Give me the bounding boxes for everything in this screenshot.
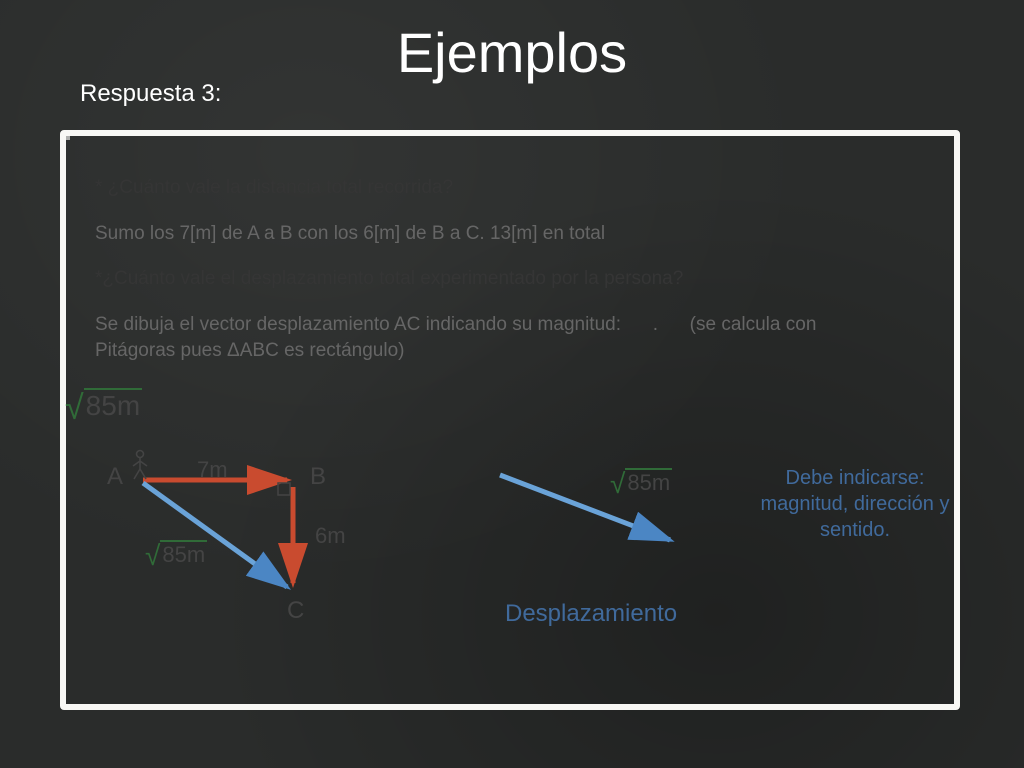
question-2: *¿Cuánto vale el desplazamiento total ex… bbox=[95, 266, 935, 292]
point-a-label: A bbox=[107, 463, 123, 491]
note-line-1: Debe indicarse: bbox=[786, 467, 925, 489]
note-box: Debe indicarse: magnitud, dirección y se… bbox=[755, 465, 955, 543]
answer-1: Sumo los 7[m] de A a B con los 6[m] de B… bbox=[95, 221, 935, 247]
displacement-label: Desplazamiento bbox=[505, 600, 677, 628]
right-angle-icon bbox=[278, 483, 290, 495]
body-content: * ¿Cuánto vale la distancia total recorr… bbox=[95, 175, 935, 383]
radical-value: 85m bbox=[160, 540, 207, 567]
length-bc: 6m bbox=[315, 523, 346, 549]
note-line-2: magnitud, dirección y bbox=[761, 493, 950, 515]
note-line-3: sentido. bbox=[820, 519, 890, 541]
sqrt-85-hyp: √85m bbox=[145, 537, 207, 569]
radical-icon: √ bbox=[65, 389, 84, 427]
person-icon bbox=[129, 449, 151, 483]
arrow-ac-displacement bbox=[143, 483, 287, 587]
answer-2-part-c: Pitágoras pues ΔABC es rectángulo) bbox=[95, 340, 404, 361]
sqrt-85-standalone: √85m bbox=[610, 465, 672, 497]
triangle-diagram: A B C 7m 6m √85m bbox=[115, 455, 375, 655]
length-ab: 7m bbox=[197, 457, 228, 483]
radical-icon: √ bbox=[145, 540, 160, 571]
sqrt-85-topleft: √85m bbox=[65, 385, 142, 424]
point-c-label: C bbox=[287, 597, 304, 625]
page-subtitle: Respuesta 3: bbox=[80, 80, 221, 108]
answer-2-part-a: Se dibuja el vector desplazamiento AC in… bbox=[95, 314, 621, 335]
page-title: Ejemplos bbox=[0, 20, 1024, 85]
radical-value: 85m bbox=[84, 388, 142, 421]
point-b-label: B bbox=[310, 463, 326, 491]
radical-value: 85m bbox=[625, 468, 672, 495]
radical-icon: √ bbox=[610, 468, 625, 499]
answer-2-dot: . bbox=[653, 314, 658, 335]
answer-2: Se dibuja el vector desplazamiento AC in… bbox=[95, 312, 935, 363]
question-1: * ¿Cuánto vale la distancia total recorr… bbox=[95, 175, 935, 201]
answer-2-part-b: (se calcula con bbox=[690, 314, 817, 335]
